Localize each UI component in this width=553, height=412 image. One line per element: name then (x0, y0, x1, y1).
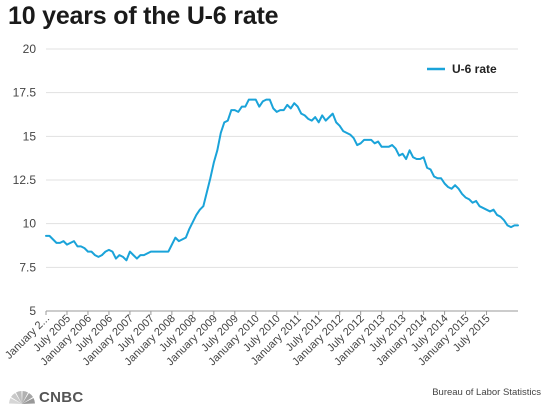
grid-lines (46, 48, 518, 312)
y-tick-label: 15 (23, 129, 37, 143)
peacock-feather (22, 391, 29, 404)
series-layer (45, 98, 519, 262)
y-tick-label: 7.5 (19, 260, 36, 274)
peacock-feather (9, 397, 22, 404)
peacock-logo-icon (9, 391, 35, 404)
peacock-feather (11, 393, 22, 404)
legend: U-6 rate (427, 62, 497, 76)
series-line (45, 98, 519, 262)
y-tick-label: 12.5 (13, 173, 37, 187)
y-tick-label: 5 (29, 304, 36, 318)
peacock-feather (22, 397, 35, 404)
y-tick-label: 10 (23, 217, 37, 231)
y-tick-label: 20 (23, 42, 37, 56)
source-note: Bureau of Labor Statistics (432, 387, 541, 398)
chart-title: 10 years of the U-6 rate (8, 2, 279, 30)
peacock-feather (15, 391, 22, 404)
brand-name: CNBC (39, 388, 84, 406)
y-tick-label: 17.5 (13, 86, 37, 100)
cnbc-logo: CNBC (8, 388, 84, 406)
legend-label: U-6 rate (452, 62, 497, 76)
peacock-feather (22, 393, 33, 404)
y-axis-ticks: 5 7.5 10 12.5 15 17.5 20 (13, 42, 37, 318)
